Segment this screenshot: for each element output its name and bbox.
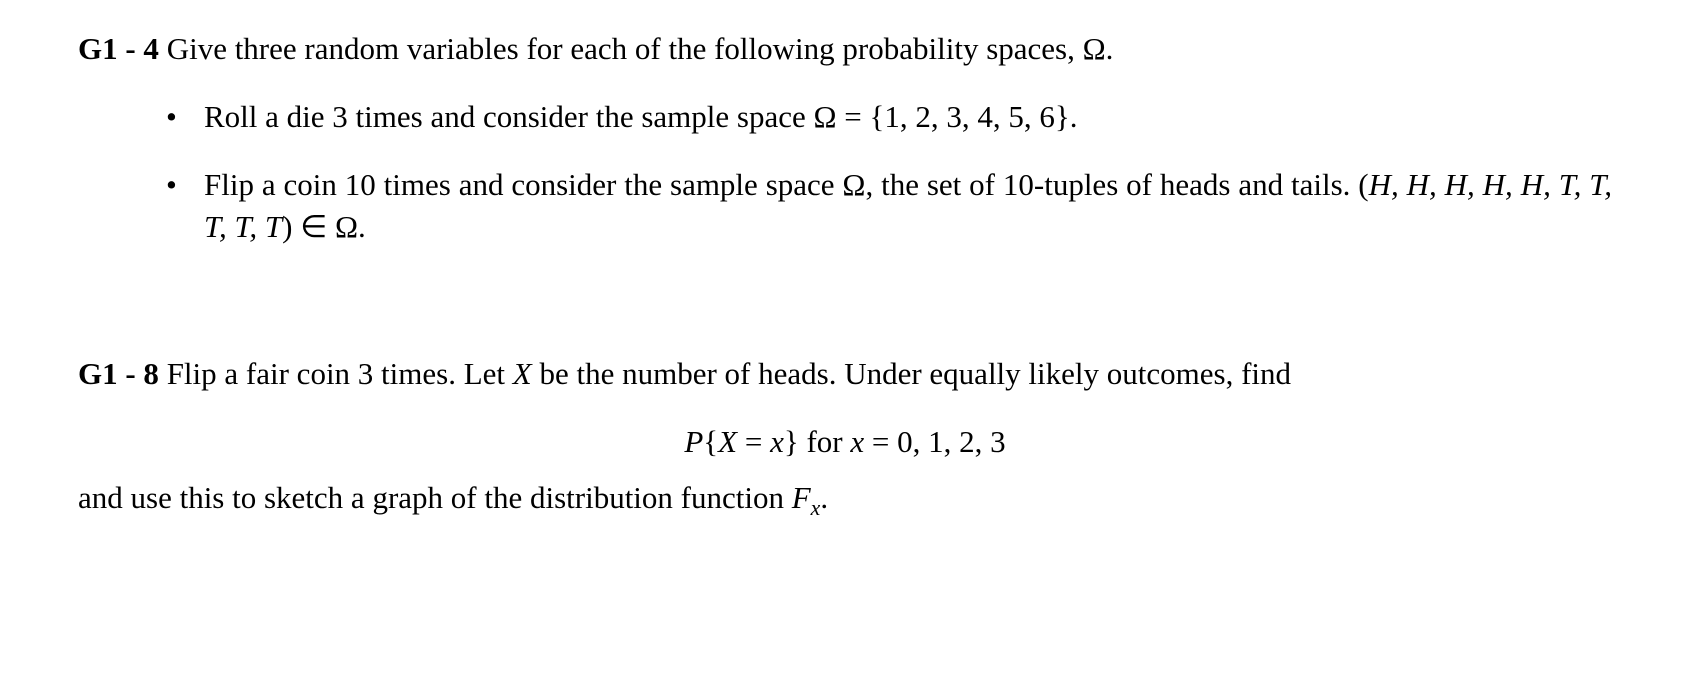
problem-g1-8: G1 - 8 Flip a fair coin 3 times. Let X b… bbox=[78, 353, 1612, 523]
problem-g1-8-statement: G1 - 8 Flip a fair coin 3 times. Let X b… bbox=[78, 353, 1612, 395]
eq-x2: x bbox=[850, 424, 864, 459]
tail-F: F bbox=[792, 480, 811, 515]
bullet-coin: Flip a coin 10 times and consider the sa… bbox=[166, 164, 1612, 248]
bullet-coin-text-a: Flip a coin 10 times and consider the sa… bbox=[204, 167, 1369, 202]
problem-g1-4-statement: G1 - 4 Give three random variables for e… bbox=[78, 28, 1612, 70]
tail-dot: . bbox=[820, 480, 828, 515]
eq-rbrace-for: } for bbox=[784, 424, 851, 459]
eq-X: X bbox=[718, 424, 737, 459]
problem-g1-8-label: G1 - 8 bbox=[78, 356, 159, 391]
tail-text: and use this to sketch a graph of the di… bbox=[78, 480, 792, 515]
eq-P: P bbox=[684, 424, 703, 459]
problem-g1-8-tail: and use this to sketch a graph of the di… bbox=[78, 477, 1612, 523]
problem-g1-4-bullets: Roll a die 3 times and consider the samp… bbox=[78, 96, 1612, 248]
bullet-die-text-b: = {1, 2, 3, 4, 5, 6}. bbox=[837, 99, 1078, 134]
problem-g1-8-lead-b: be the number of heads. Under equally li… bbox=[532, 356, 1291, 391]
var-X: X bbox=[513, 356, 532, 391]
problem-g1-8-equation: P{X = x} for x = 0, 1, 2, 3 bbox=[78, 421, 1612, 463]
problem-g1-4: G1 - 4 Give three random variables for e… bbox=[78, 28, 1612, 247]
eq-x: x bbox=[770, 424, 784, 459]
bullet-coin-text-b: ) ∈ Ω. bbox=[282, 209, 366, 244]
eq-values: = 0, 1, 2, 3 bbox=[864, 424, 1005, 459]
eq-lbrace: { bbox=[703, 424, 718, 459]
vertical-spacer bbox=[78, 295, 1612, 353]
bullet-die-text-a: Roll a die 3 times and consider the samp… bbox=[204, 99, 837, 134]
problem-g1-4-lead: Give three random variables for each of … bbox=[159, 31, 1113, 66]
problem-g1-8-lead-a: Flip a fair coin 3 times. Let bbox=[159, 356, 513, 391]
eq-equals1: = bbox=[737, 424, 770, 459]
page-container: G1 - 4 Give three random variables for e… bbox=[0, 0, 1690, 600]
bullet-die: Roll a die 3 times and consider the samp… bbox=[166, 96, 1612, 138]
tail-sub-x: x bbox=[811, 496, 821, 520]
problem-g1-4-label: G1 - 4 bbox=[78, 31, 159, 66]
